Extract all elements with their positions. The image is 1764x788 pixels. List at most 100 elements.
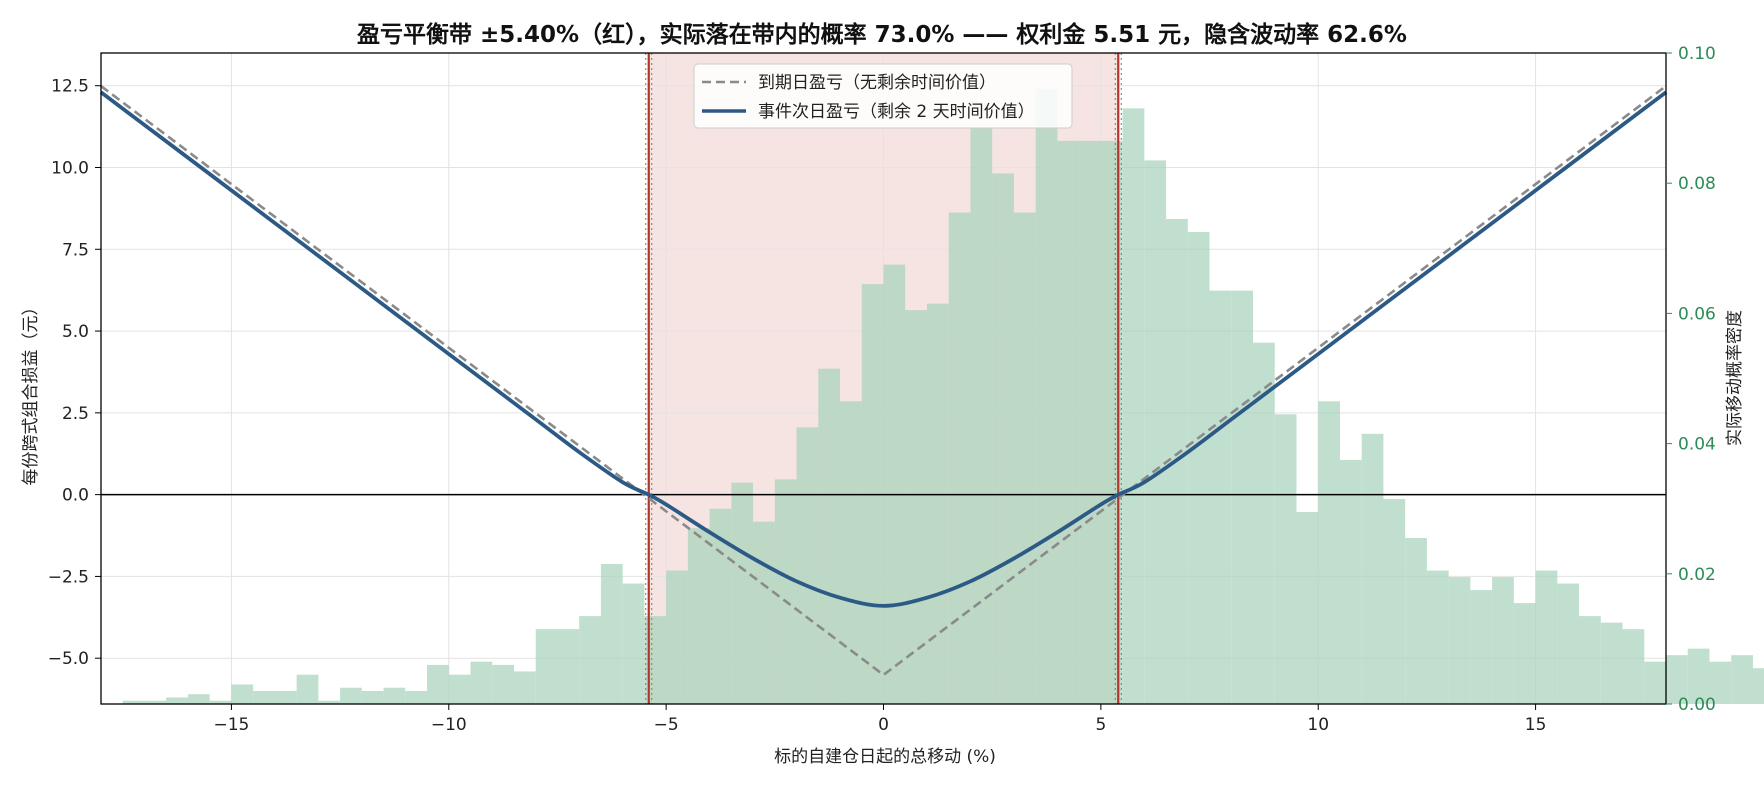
histogram-bar xyxy=(1448,577,1471,704)
histogram-bar xyxy=(535,629,558,704)
histogram-bar xyxy=(1231,290,1254,704)
histogram-bar xyxy=(1579,616,1601,704)
histogram-bar xyxy=(1557,583,1580,704)
histogram-bar xyxy=(600,564,623,704)
histogram-bar xyxy=(1318,401,1340,704)
y-tick-label: 2.5 xyxy=(62,404,89,424)
histogram-bar xyxy=(296,674,319,704)
histogram-bar xyxy=(731,482,754,704)
histogram-bar xyxy=(774,479,797,704)
histogram-bar xyxy=(1144,160,1167,705)
y-right-tick-label: 0.00 xyxy=(1678,695,1716,715)
histogram-bar xyxy=(970,127,993,705)
x-tick-label: 10 xyxy=(1307,715,1329,735)
movement-histogram xyxy=(122,88,1764,705)
x-axis-label: 标的自建仓日起的总移动 (%) xyxy=(774,747,996,767)
histogram-bar xyxy=(666,570,688,704)
histogram-bar xyxy=(1731,655,1753,704)
histogram-bar xyxy=(840,401,862,704)
next-day-pnl-line xyxy=(99,90,1668,608)
histogram-bar xyxy=(340,687,362,704)
histogram-bar xyxy=(1361,433,1384,704)
histogram-bar xyxy=(796,427,819,704)
histogram-bar xyxy=(144,700,167,704)
y-right-tick-label: 0.04 xyxy=(1678,435,1716,455)
histogram-bar xyxy=(818,368,841,704)
y-right-tick-label: 0.02 xyxy=(1678,565,1716,585)
histogram-bar xyxy=(1426,570,1449,704)
y-right-tick-label: 0.08 xyxy=(1678,174,1716,194)
histogram-bar xyxy=(1035,88,1058,705)
histogram-bar xyxy=(1122,108,1145,704)
x-tick-label: −10 xyxy=(431,715,467,735)
y-axis-label: 每份跨式组合损益（元） xyxy=(21,299,41,486)
y-tick-label: 7.5 xyxy=(62,240,89,260)
expiry-pnl-line xyxy=(100,85,1667,677)
pnl-lines xyxy=(99,53,1668,704)
histogram-bar xyxy=(926,303,949,704)
histogram-bar xyxy=(470,661,493,704)
histogram-bar xyxy=(579,616,601,704)
histogram-bar xyxy=(1383,498,1406,704)
histogram-bar xyxy=(1709,661,1732,704)
histogram-bar xyxy=(1752,668,1764,704)
x-tick-label: −15 xyxy=(213,715,249,735)
histogram-bar xyxy=(1187,232,1210,704)
histogram-bar xyxy=(1535,570,1558,704)
histogram-bar xyxy=(427,664,449,704)
histogram-bar xyxy=(905,310,927,704)
histogram-bar xyxy=(883,264,906,704)
histogram-bar xyxy=(557,629,580,704)
legend: 到期日盈亏（无剩余时间价值） 事件次日盈亏（剩余 2 天时间价值） xyxy=(693,63,1073,129)
histogram-bar xyxy=(1209,290,1232,704)
histogram-bar xyxy=(1687,648,1710,704)
x-tick-label: 5 xyxy=(1095,715,1106,735)
histogram-bar xyxy=(1470,590,1493,704)
histogram-bar xyxy=(1513,603,1536,704)
x-tick-label: 15 xyxy=(1525,715,1547,735)
histogram-bar xyxy=(1600,622,1623,704)
histogram-bar xyxy=(1013,212,1036,704)
histogram-bar xyxy=(383,687,406,704)
y-tick-label: 5.0 xyxy=(62,322,89,342)
legend-box xyxy=(693,63,1073,129)
histogram-bar xyxy=(687,528,710,704)
histogram-bar xyxy=(1405,537,1427,704)
x-tick-label: −5 xyxy=(654,715,679,735)
histogram-bar xyxy=(318,700,341,704)
histogram-bar xyxy=(948,212,971,704)
y-right-tick-label: 0.06 xyxy=(1678,304,1716,324)
histogram-bar xyxy=(1644,661,1666,704)
axes: −15 −10 −5 0 5 10 15 −5.0 −2.5 0.0 2.5 5.0 7.5 10.0 12… xyxy=(48,44,1716,735)
histogram-bar xyxy=(622,583,645,704)
histogram-bar xyxy=(1339,459,1362,704)
histogram-bar xyxy=(166,697,188,704)
histogram-bar xyxy=(209,700,232,704)
legend-label-expiry: 到期日盈亏（无剩余时间价值） xyxy=(758,73,996,93)
histogram-bar xyxy=(709,508,732,704)
histogram-bar xyxy=(753,521,775,704)
y-tick-label: −5.0 xyxy=(48,649,89,669)
histogram-bar xyxy=(1622,629,1645,704)
x-tick-label: 0 xyxy=(878,715,889,735)
histogram-bar xyxy=(513,671,536,704)
histogram-bar xyxy=(1057,140,1080,704)
histogram-bar xyxy=(253,690,275,704)
histogram-bar xyxy=(1079,140,1101,704)
histogram-bar xyxy=(1666,655,1688,704)
histogram-bar xyxy=(1296,511,1319,704)
histogram-bar xyxy=(405,690,428,704)
y-tick-label: 12.5 xyxy=(51,77,89,97)
y-tick-label: 0.0 xyxy=(62,486,89,506)
histogram-bar xyxy=(274,690,297,704)
histogram-bar xyxy=(992,173,1014,704)
histogram-bar xyxy=(187,694,210,704)
y-tick-label: −2.5 xyxy=(48,567,89,587)
histogram-bar xyxy=(448,674,471,704)
histogram-bar xyxy=(231,684,254,704)
histogram-bar xyxy=(1274,414,1297,704)
y-right-tick-label: 0.10 xyxy=(1678,44,1716,64)
legend-label-next-day: 事件次日盈亏（剩余 2 天时间价值） xyxy=(758,102,1035,122)
